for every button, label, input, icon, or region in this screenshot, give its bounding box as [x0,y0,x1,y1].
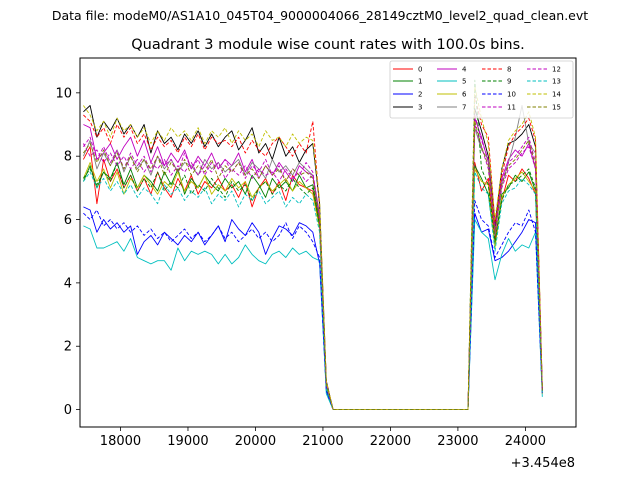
chart-title: Quadrant 3 module wise count rates with … [131,37,525,53]
legend-label-11: 11 [507,104,516,112]
series-line-9 [83,79,543,411]
x-axis: 18000 19000 20000 21000 22000 23000 24000 [100,427,546,449]
y-tick-label: 10 [55,86,72,101]
series-line-10 [83,200,543,411]
x-tick-label: 22000 [370,434,411,449]
y-axis: 0 2 4 6 8 10 [55,86,80,418]
legend-label-14: 14 [552,91,561,99]
y-tick-label: 2 [64,340,72,355]
legend-label-4: 4 [462,66,467,74]
plot-frame [79,57,577,428]
x-tick-label: 24000 [505,434,546,449]
legend-label-6: 6 [462,91,467,99]
legend-label-7: 7 [462,104,466,112]
x-tick-label: 19000 [167,434,208,449]
legend-label-15: 15 [552,104,561,112]
legend-label-0: 0 [418,66,422,74]
legend-label-10: 10 [507,91,516,99]
legend-label-12: 12 [552,66,561,74]
legend-label-2: 2 [418,91,422,99]
series-line-15 [83,120,543,411]
legend-label-9: 9 [507,78,511,86]
x-offset-label: +3.454e8 [511,456,575,471]
x-tick-label: 20000 [235,434,276,449]
y-tick-label: 4 [64,276,72,291]
legend-label-3: 3 [418,104,422,112]
legend-label-13: 13 [552,78,561,86]
x-tick-label: 21000 [302,434,343,449]
series-line-12 [83,124,543,411]
legend-label-1: 1 [418,78,422,86]
legend-label-5: 5 [462,78,466,86]
x-tick-label: 23000 [437,434,478,449]
x-tick-label: 18000 [100,434,141,449]
series-line-8 [83,95,543,411]
legend-frame [389,60,574,119]
y-tick-label: 6 [64,213,72,228]
series-layer [82,79,543,411]
y-tick-label: 8 [64,150,72,165]
legend-label-8: 8 [507,66,511,74]
y-tick-label: 0 [64,403,72,418]
series-line-14 [83,86,543,411]
chart-suptitle: Data file: modeM0/AS1A10_045T04_90000040… [52,8,588,23]
